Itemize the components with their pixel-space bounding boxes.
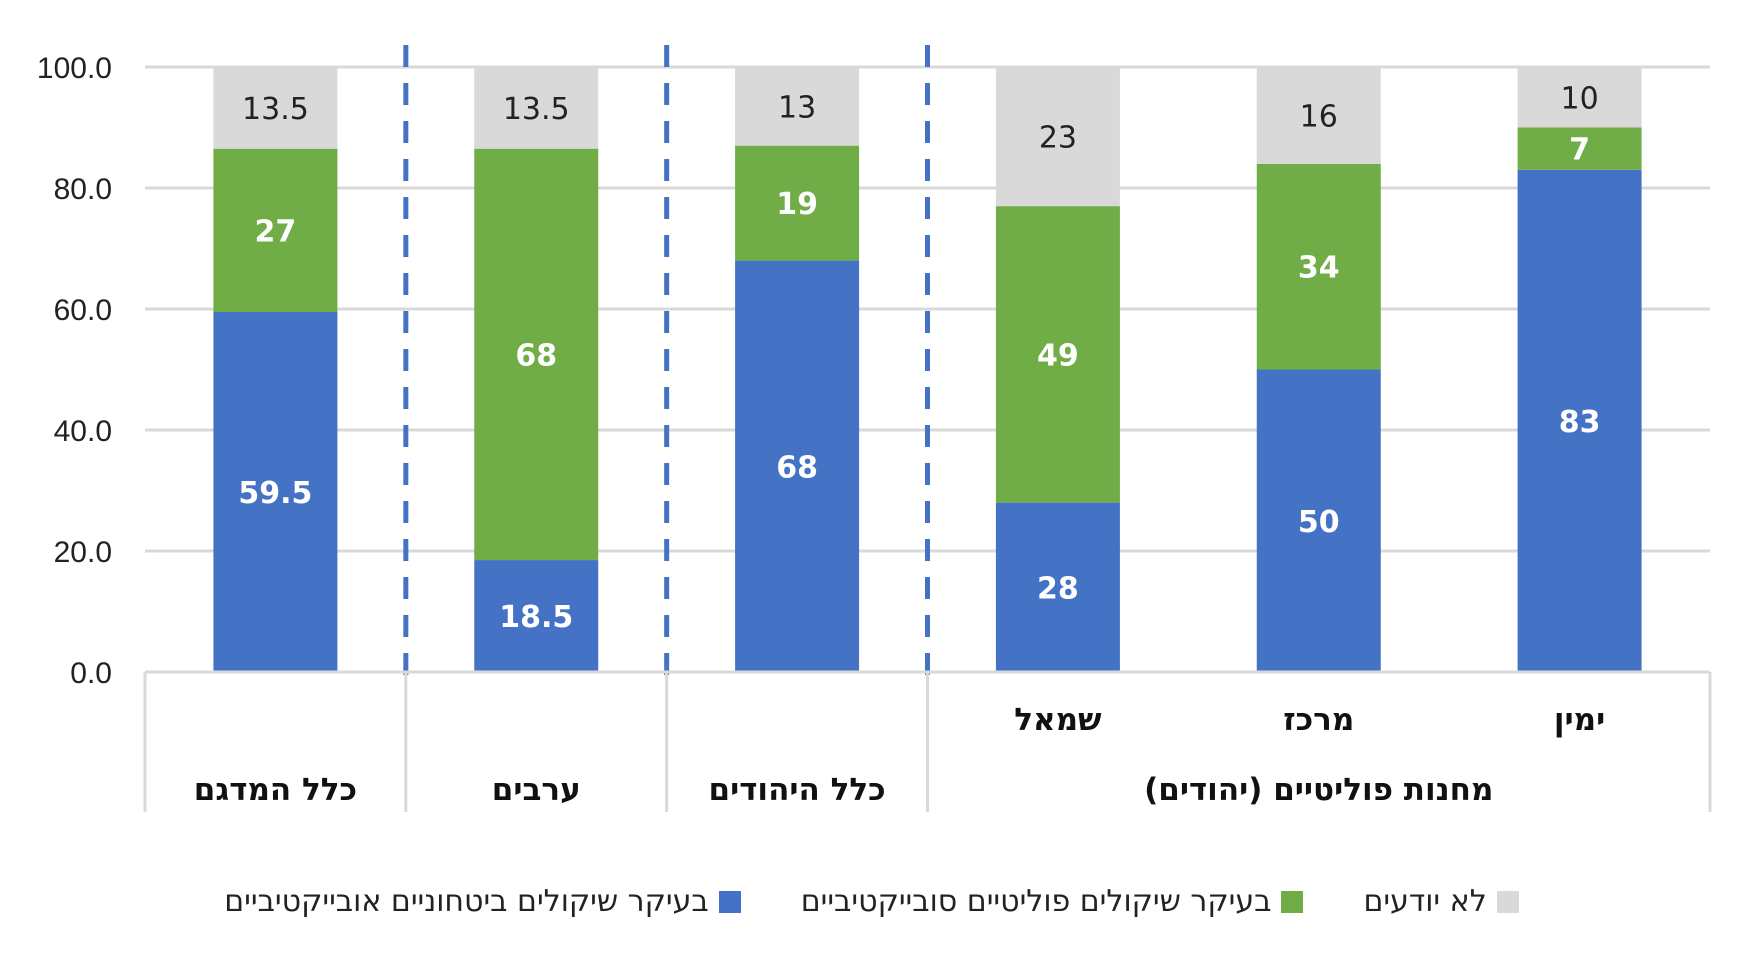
stacked-bar-chart: 0.0 20.0 40.0 60.0 80.0 100.0 59.5 27 13.5 18.5 68… xyxy=(37,45,1712,812)
y-tick-label: 80.0 xyxy=(54,173,112,206)
y-tick-label: 0.0 xyxy=(70,657,112,690)
bar-segment xyxy=(1517,169,1642,672)
data-label: 49 xyxy=(1037,338,1079,373)
bar-segment xyxy=(995,67,1120,207)
legend-swatch-subjective-political xyxy=(1281,890,1304,913)
bar-segment xyxy=(213,67,338,149)
legend-label-subjective-political: בעיקר שיקולים פוליטיים סובייקטיביים xyxy=(800,884,1272,919)
data-label: 16 xyxy=(1300,99,1338,134)
bar-segment xyxy=(213,148,338,313)
data-label: 19 xyxy=(776,187,818,222)
data-label: 7 xyxy=(1569,133,1590,168)
group-label: מחנות פוליטיים (יהודים) xyxy=(1144,772,1493,808)
legend: בעיקר שיקולים ביטחוניים אובייקטיביים בעי… xyxy=(0,884,1743,919)
legend-item-subjective-political: בעיקר שיקולים פוליטיים סובייקטיביים xyxy=(801,884,1304,919)
bar-segment xyxy=(1517,127,1642,170)
data-label: 68 xyxy=(515,338,557,373)
data-label: 18.5 xyxy=(499,600,573,635)
data-label: 28 xyxy=(1037,571,1079,606)
category-label: ערבים xyxy=(492,772,581,808)
y-tick-label: 40.0 xyxy=(54,415,112,448)
legend-label-dont-know: לא יודעים xyxy=(1363,884,1487,919)
category-label: שמאל xyxy=(1014,702,1102,738)
bar-segment xyxy=(735,260,860,672)
bar-segment xyxy=(995,502,1120,672)
y-tick-label: 100.0 xyxy=(37,52,112,85)
category-label: כלל היהודים xyxy=(708,772,885,808)
legend-swatch-objective-security xyxy=(718,890,741,913)
category-label: ימין xyxy=(1554,702,1605,738)
data-label: 68 xyxy=(776,450,818,485)
legend-item-objective-security: בעיקר שיקולים ביטחוניים אובייקטיביים xyxy=(224,884,741,919)
bar-segment xyxy=(1517,67,1642,128)
bar-segment xyxy=(1256,369,1381,672)
bar-segment xyxy=(995,206,1120,503)
data-label: 50 xyxy=(1298,505,1340,540)
data-label: 27 xyxy=(255,214,297,249)
y-tick-label: 60.0 xyxy=(54,294,112,327)
data-label: 13.5 xyxy=(242,92,309,127)
y-tick-label: 20.0 xyxy=(54,536,112,569)
bar-segment xyxy=(474,67,599,149)
legend-label-objective-security: בעיקר שיקולים ביטחוניים אובייקטיביים xyxy=(224,884,709,919)
data-label: 13 xyxy=(778,90,816,125)
bar-segment xyxy=(1256,67,1381,164)
data-label: 83 xyxy=(1559,405,1601,440)
bar-segment xyxy=(735,67,860,146)
bar-segment xyxy=(735,145,860,261)
legend-item-dont-know: לא יודעים xyxy=(1363,884,1519,919)
data-label: 23 xyxy=(1039,121,1077,156)
data-label: 34 xyxy=(1298,251,1340,286)
category-label: מרכז xyxy=(1283,702,1354,738)
bar-segment xyxy=(1256,163,1381,370)
data-label: 13.5 xyxy=(503,92,570,127)
category-label: כלל המדגם xyxy=(194,772,357,808)
legend-swatch-dont-know xyxy=(1496,890,1519,913)
data-label: 59.5 xyxy=(238,476,312,511)
bar-segment xyxy=(474,148,599,561)
bar-segment xyxy=(474,560,599,672)
data-label: 10 xyxy=(1560,81,1598,116)
bar-segment xyxy=(213,312,338,672)
